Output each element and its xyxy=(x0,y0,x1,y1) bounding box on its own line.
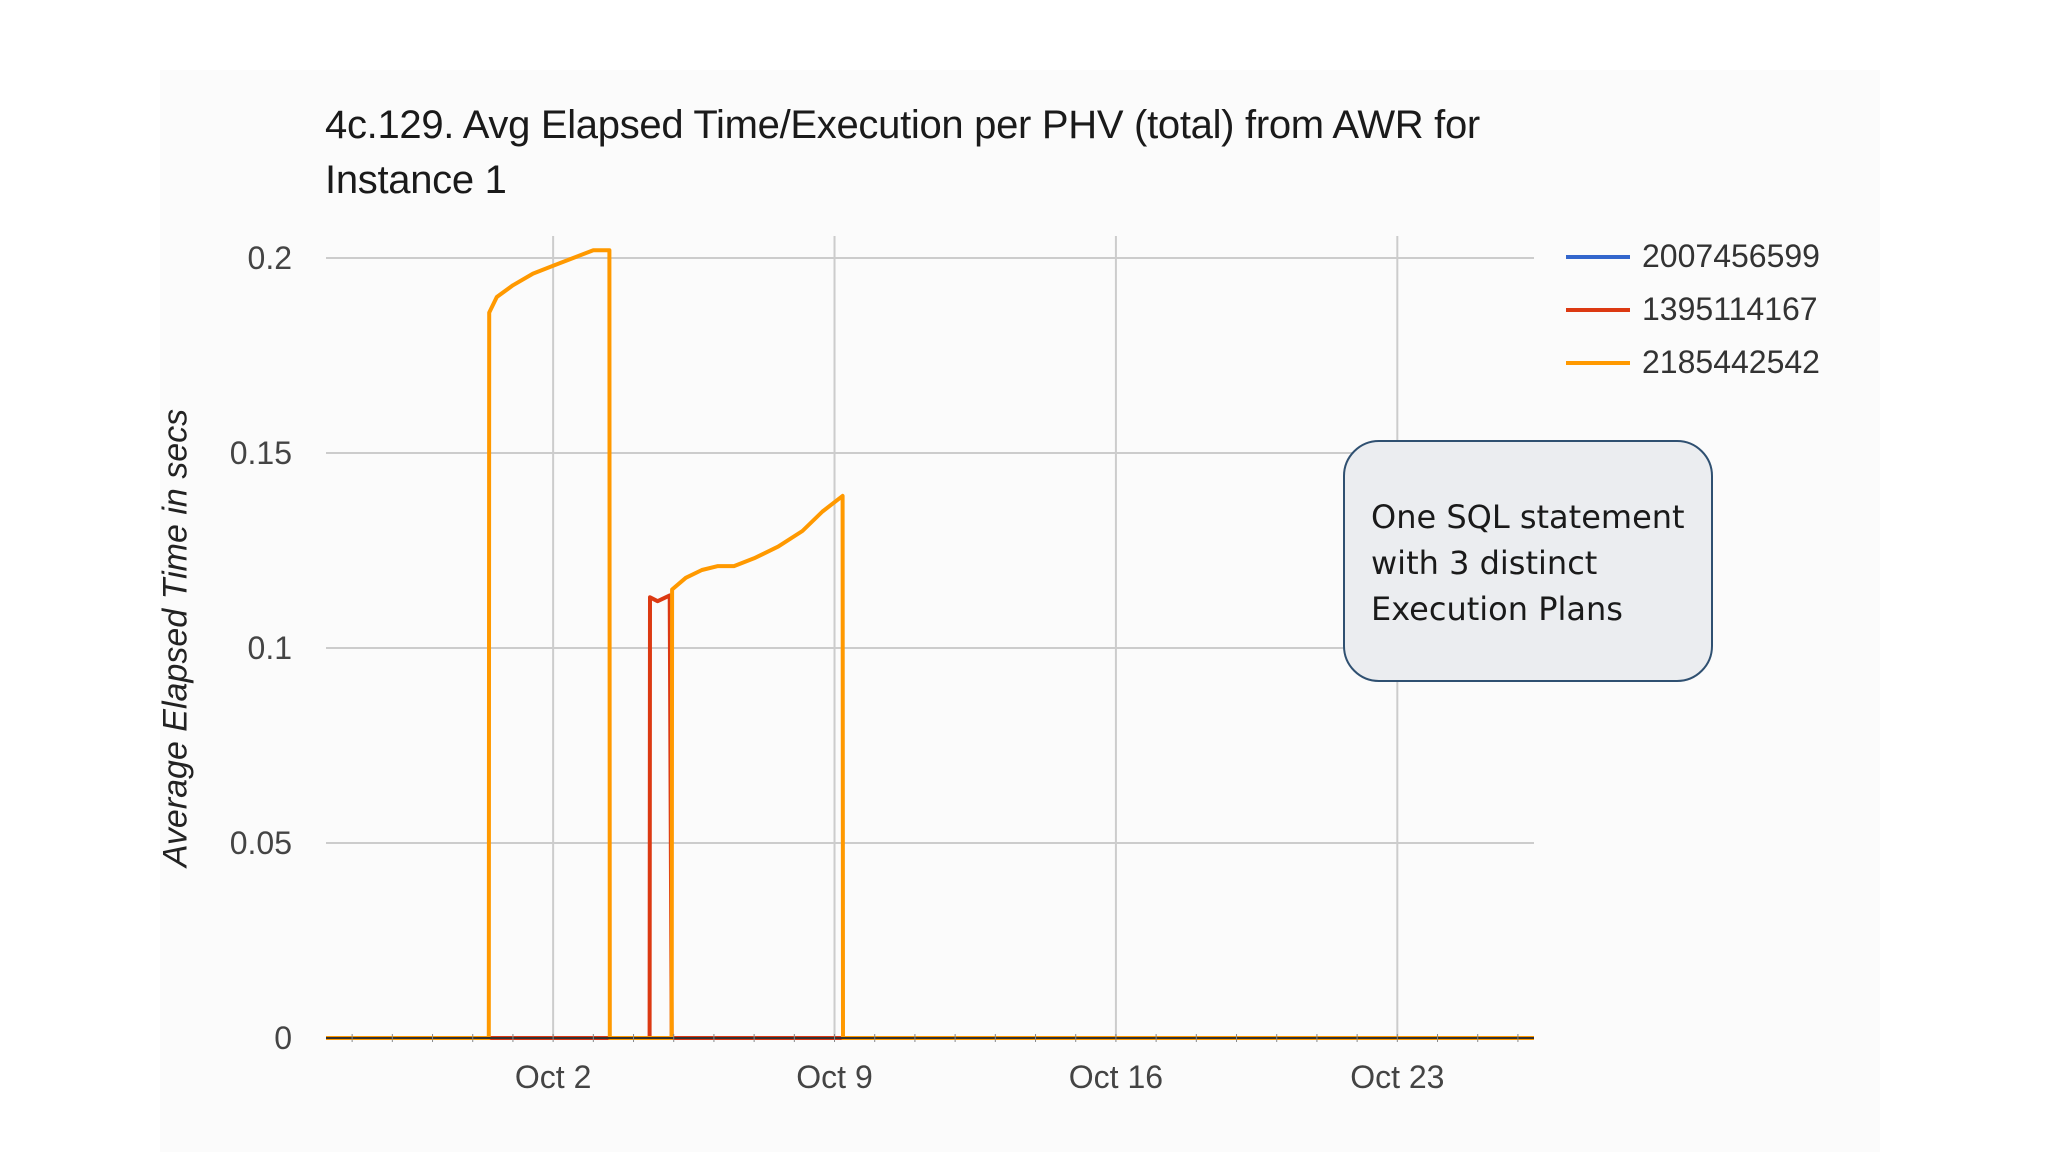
y-tick-label: 0.1 xyxy=(248,630,292,666)
legend-swatch xyxy=(1566,254,1630,259)
annotation-text: One SQL statement with 3 distinct Execut… xyxy=(1371,494,1685,632)
legend-swatch xyxy=(1566,360,1630,365)
annotation-line: with 3 distinct xyxy=(1371,544,1598,582)
x-tick-label: Oct 16 xyxy=(1069,1059,1163,1095)
grid-layer xyxy=(326,236,1534,1038)
annotation-line: Execution Plans xyxy=(1371,590,1623,628)
y-tick-label: 0.2 xyxy=(248,240,292,276)
legend-label: 2007456599 xyxy=(1642,238,1820,274)
y-tick-label: 0.15 xyxy=(230,435,292,471)
tick-label-layer: 0 0.05 0.1 0.15 0.2 Oct 2 Oct 9 Oct 16 Oct 23 xyxy=(230,240,1445,1095)
x-tick-label: Oct 23 xyxy=(1350,1059,1444,1095)
annotation-line: One SQL statement xyxy=(1371,498,1685,536)
y-tick-label: 0 xyxy=(274,1020,292,1056)
x-tick-label: Oct 2 xyxy=(515,1059,591,1095)
legend-item[interactable]: 2007456599 xyxy=(1566,230,1820,283)
chart-title: 4c.129. Avg Elapsed Time/Execution per P… xyxy=(325,103,1480,202)
legend-label: 2185442542 xyxy=(1642,344,1820,380)
y-tick-label: 0.05 xyxy=(230,825,292,861)
annotation-callout: One SQL statement with 3 distinct Execut… xyxy=(1343,440,1713,682)
axis-layer xyxy=(326,1034,1534,1042)
legend-item[interactable]: 1395114167 xyxy=(1566,283,1820,336)
legend-label: 1395114167 xyxy=(1642,291,1818,327)
legend: 2007456599 1395114167 2185442542 xyxy=(1566,230,1820,389)
x-tick-label: Oct 9 xyxy=(796,1059,872,1095)
y-axis-label: Average Elapsed Time in secs xyxy=(156,408,195,868)
legend-item[interactable]: 2185442542 xyxy=(1566,336,1820,389)
series-line-2185442542[interactable] xyxy=(326,248,1534,1040)
legend-swatch xyxy=(1566,307,1630,312)
